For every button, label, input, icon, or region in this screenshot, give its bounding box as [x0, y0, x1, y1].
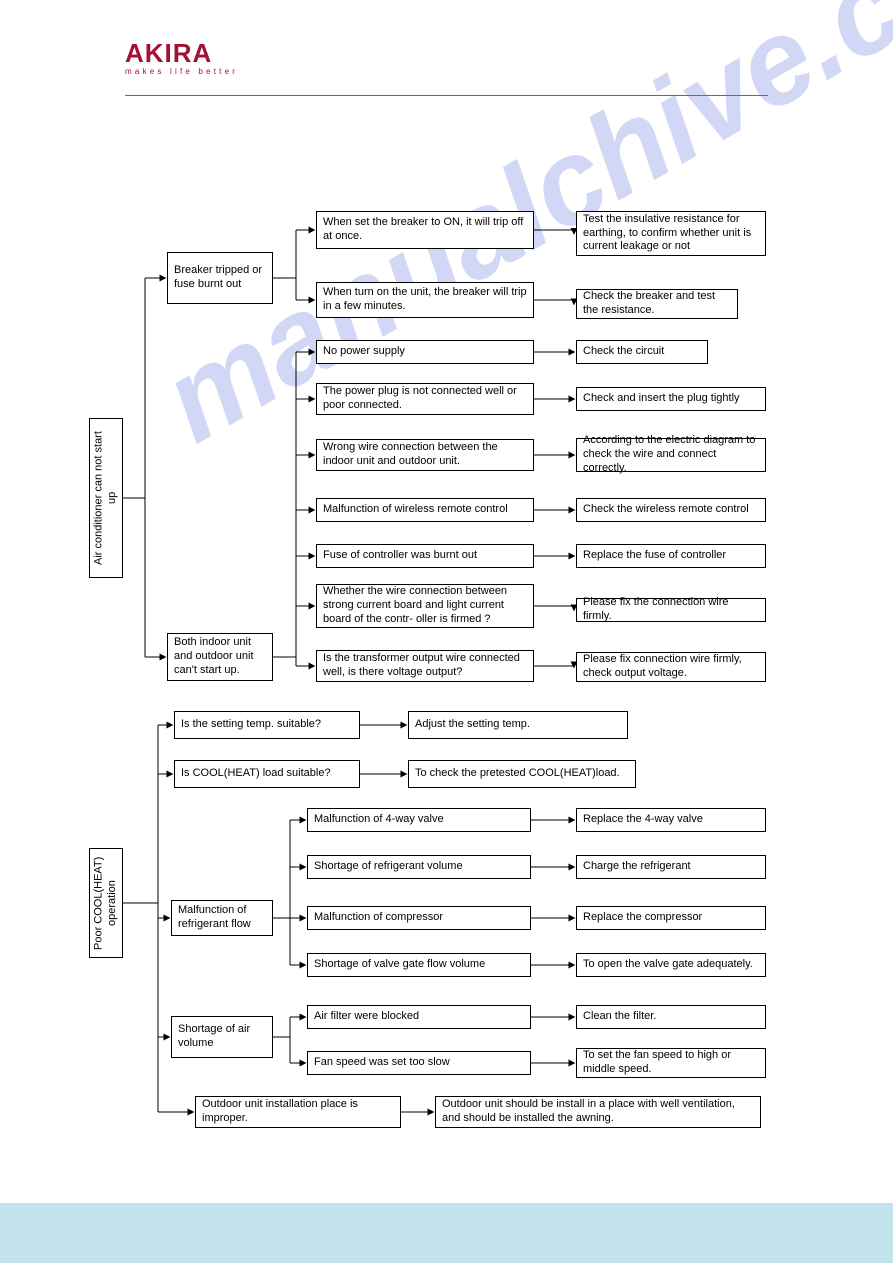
node-a2: Fan speed was set too slow	[307, 1051, 531, 1075]
node-n5r: According to the electric diagram to che…	[576, 438, 766, 472]
node-a1: Air filter were blocked	[307, 1005, 531, 1029]
node-n5: Wrong wire connection between the indoor…	[316, 439, 534, 471]
node-b2r: Check the breaker and test the resistanc…	[576, 289, 738, 319]
node-root2: Poor COOL(HEAT) operation	[89, 848, 123, 958]
node-m3: Malfunction of compressor	[307, 906, 531, 930]
node-n3: No power supply	[316, 340, 534, 364]
node-n9r: Please fix connection wire firmly, check…	[576, 652, 766, 682]
node-q2: Is COOL(HEAT) load suitable?	[174, 760, 360, 788]
node-n7: Fuse of controller was burnt out	[316, 544, 534, 568]
node-n4: The power plug is not connected well or …	[316, 383, 534, 415]
node-malref: Malfunction of refrigerant flow	[171, 900, 273, 936]
node-q1: Is the setting temp. suitable?	[174, 711, 360, 739]
node-airshort: Shortage of air volume	[171, 1016, 273, 1058]
node-n8: Whether the wire connection between stro…	[316, 584, 534, 628]
node-n3r: Check the circuit	[576, 340, 708, 364]
node-m4r: To open the valve gate adequately.	[576, 953, 766, 977]
node-b1: When set the breaker to ON, it will trip…	[316, 211, 534, 249]
node-m4: Shortage of valve gate flow volume	[307, 953, 531, 977]
node-outr: Outdoor unit should be install in a plac…	[435, 1096, 761, 1128]
node-m1: Malfunction of 4-way valve	[307, 808, 531, 832]
node-a1r: Clean the filter.	[576, 1005, 766, 1029]
node-m1r: Replace the 4-way valve	[576, 808, 766, 832]
node-m2r: Charge the refrigerant	[576, 855, 766, 879]
node-m2: Shortage of refrigerant volume	[307, 855, 531, 879]
node-b1r: Test the insulative resistance for earth…	[576, 211, 766, 256]
node-q2r: To check the pretested COOL(HEAT)load.	[408, 760, 636, 788]
node-root1: Air conditioner can not start up	[89, 418, 123, 578]
node-n7r: Replace the fuse of controller	[576, 544, 766, 568]
node-q1r: Adjust the setting temp.	[408, 711, 628, 739]
node-b2: When turn on the unit, the breaker will …	[316, 282, 534, 318]
node-n6r: Check the wireless remote control	[576, 498, 766, 522]
node-n8r: Please fix the connection wire firmly.	[576, 598, 766, 622]
node-out: Outdoor unit installation place is impro…	[195, 1096, 401, 1128]
node-n4r: Check and insert the plug tightly	[576, 387, 766, 411]
node-n6: Malfunction of wireless remote control	[316, 498, 534, 522]
node-m3r: Replace the compressor	[576, 906, 766, 930]
page-footer	[0, 1203, 893, 1263]
node-a2r: To set the fan speed to high or middle s…	[576, 1048, 766, 1078]
node-both: Both indoor unit and outdoor unit can't …	[167, 633, 273, 681]
node-n9: Is the transformer output wire connected…	[316, 650, 534, 682]
node-breaker: Breaker tripped or fuse burnt out	[167, 252, 273, 304]
